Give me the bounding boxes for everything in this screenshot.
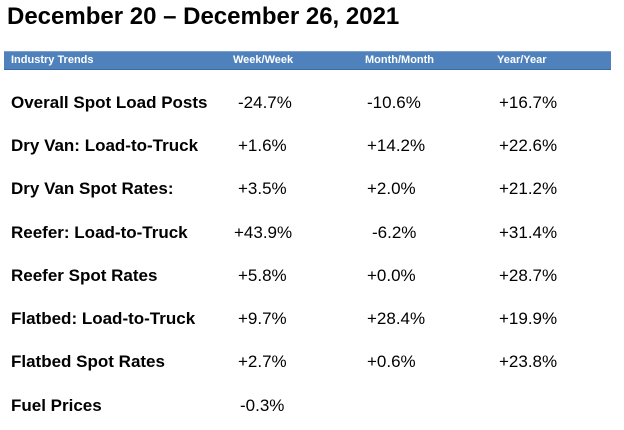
year-value: +28.7% xyxy=(499,266,558,285)
row-label: Overall Spot Load Posts xyxy=(11,93,208,112)
header-industry-trends: Industry Trends xyxy=(11,54,94,66)
year-value: +21.2% xyxy=(499,179,558,198)
header-year-year: Year/Year xyxy=(497,54,547,66)
month-value: +14.2% xyxy=(367,136,426,155)
table-row: Flatbed Spot Rates +2.7% +0.6% +23.8% xyxy=(0,352,624,382)
row-label: Reefer: Load-to-Truck xyxy=(11,223,188,242)
week-value: +43.9% xyxy=(234,223,293,242)
row-label: Dry Van: Load-to-Truck xyxy=(11,136,199,155)
row-label: Reefer Spot Rates xyxy=(11,266,158,285)
month-value: +2.0% xyxy=(367,179,416,198)
page-title: December 20 – December 26, 2021 xyxy=(7,3,400,30)
table-row: Overall Spot Load Posts -24.7% -10.6% +1… xyxy=(0,93,624,123)
week-value: +2.7% xyxy=(238,352,287,371)
year-value: +19.9% xyxy=(499,309,558,328)
week-value: -24.7% xyxy=(238,93,292,112)
row-label: Flatbed Spot Rates xyxy=(11,352,165,371)
row-label: Dry Van Spot Rates: xyxy=(11,179,174,198)
header-week-week: Week/Week xyxy=(233,54,294,66)
table-row: Dry Van: Load-to-Truck +1.6% +14.2% +22.… xyxy=(0,136,624,166)
month-value: +28.4% xyxy=(367,309,426,328)
month-value: +0.0% xyxy=(367,266,416,285)
table-row: Flatbed: Load-to-Truck +9.7% +28.4% +19.… xyxy=(0,309,624,339)
table-row: Reefer: Load-to-Truck +43.9% -6.2% +31.4… xyxy=(0,223,624,253)
table-row: Dry Van Spot Rates: +3.5% +2.0% +21.2% xyxy=(0,179,624,209)
week-value: +1.6% xyxy=(238,136,287,155)
table-header: Industry Trends Week/Week Month/Month Ye… xyxy=(4,51,611,70)
header-month-month: Month/Month xyxy=(365,54,435,66)
month-value: -6.2% xyxy=(372,223,417,242)
year-value: +31.4% xyxy=(499,223,558,242)
row-label: Flatbed: Load-to-Truck xyxy=(11,309,196,328)
week-value: +3.5% xyxy=(238,179,287,198)
year-value: +16.7% xyxy=(499,93,558,112)
week-value: -0.3% xyxy=(240,396,285,415)
week-value: +9.7% xyxy=(238,309,287,328)
year-value: +22.6% xyxy=(499,136,558,155)
month-value: -10.6% xyxy=(367,93,421,112)
table-row: Fuel Prices -0.3% xyxy=(0,396,624,426)
week-value: +5.8% xyxy=(238,266,287,285)
row-label: Fuel Prices xyxy=(11,396,102,415)
table-row: Reefer Spot Rates +5.8% +0.0% +28.7% xyxy=(0,266,624,296)
month-value: +0.6% xyxy=(367,352,416,371)
year-value: +23.8% xyxy=(499,352,558,371)
